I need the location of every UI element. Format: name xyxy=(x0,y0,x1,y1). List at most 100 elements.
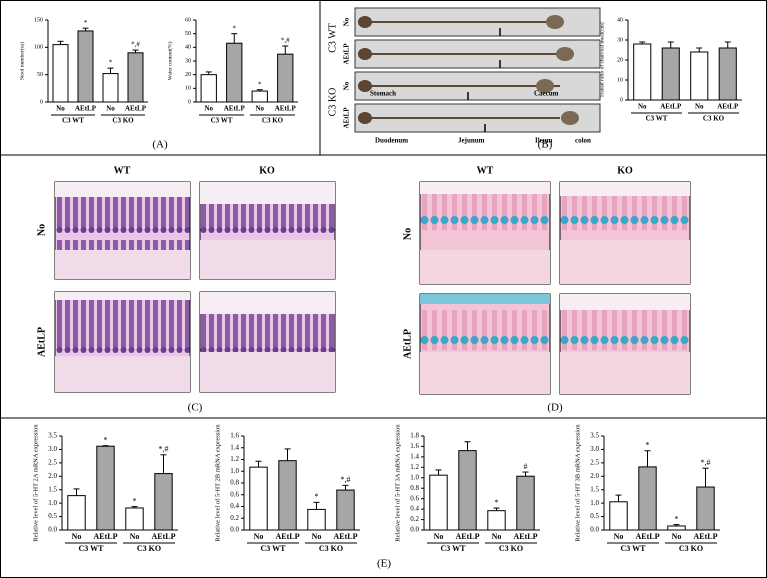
y-axis-label: Stool number(ea) xyxy=(18,42,25,81)
group-label: C3 KO xyxy=(137,544,161,553)
x-tick-label: AEtLP xyxy=(334,532,358,541)
x-tick-label: AEtLP xyxy=(276,532,300,541)
bar xyxy=(96,445,115,531)
group-label: C3 WT xyxy=(211,117,233,125)
y-tick-label: 50 xyxy=(37,72,43,78)
y-tick-label: 1.6 xyxy=(230,432,239,440)
bar xyxy=(200,74,217,103)
x-tick-label: AEtLP xyxy=(514,532,538,541)
intestine-group: C3 WT xyxy=(327,23,338,53)
x-tick-label: No xyxy=(254,532,264,541)
x-tick-label: No xyxy=(72,532,82,541)
significance: # xyxy=(524,462,528,471)
x-tick-label: No xyxy=(56,105,65,113)
bar xyxy=(690,51,709,101)
group-label: C3 WT xyxy=(441,544,467,553)
segment-label: Stomach xyxy=(370,90,396,98)
y-tick-label: 1.5 xyxy=(48,485,57,493)
x-tick-label: AEtLP xyxy=(125,105,147,113)
y-tick-label: 1.4 xyxy=(230,443,239,451)
y-tick-label: 0 xyxy=(40,99,43,105)
y-tick-label: 20 xyxy=(185,72,191,78)
bar xyxy=(458,450,477,531)
bar xyxy=(516,475,535,531)
panel-label: (E) xyxy=(377,558,391,570)
y-tick-label: 0.0 xyxy=(48,526,57,534)
y-tick-label: 150 xyxy=(34,17,43,23)
group-label: C3 KO xyxy=(319,544,343,553)
y-tick-label: 1.6 xyxy=(410,442,419,450)
y-tick-label: 20 xyxy=(617,57,623,63)
y-axis-label: Relative level of 5-HT 2B mRNA expressio… xyxy=(214,424,221,542)
y-tick-label: 0.2 xyxy=(410,515,419,523)
bar xyxy=(77,30,94,103)
intestine-row: AEtLP xyxy=(343,107,351,129)
group-label: C3 KO xyxy=(499,544,523,553)
group-label: C3 WT xyxy=(79,544,105,553)
intestine-row: No xyxy=(343,81,351,90)
y-tick-label: 0 xyxy=(620,97,623,103)
x-tick-label: No xyxy=(130,532,140,541)
group-label: C3 KO xyxy=(262,117,284,125)
y-tick-label: 1.0 xyxy=(410,473,419,481)
y-tick-label: 0.0 xyxy=(410,526,419,534)
bar xyxy=(67,495,86,531)
bar xyxy=(429,474,448,531)
group-label: C3 KO xyxy=(703,115,725,123)
y-tick-label: 2.5 xyxy=(48,458,57,466)
panel-label: (D) xyxy=(547,402,563,414)
group-label: C3 WT xyxy=(646,115,668,123)
y-tick-label: 0.8 xyxy=(410,484,419,492)
y-tick-label: 0.6 xyxy=(230,490,239,498)
y-tick-label: 40 xyxy=(617,17,623,23)
bar xyxy=(278,460,297,531)
x-tick-label: No xyxy=(638,103,647,111)
y-tick-label: 10 xyxy=(185,86,191,92)
y-tick-label: 1.0 xyxy=(48,499,57,507)
y-tick-label: 0.2 xyxy=(230,514,239,522)
x-tick-label: No xyxy=(255,105,264,113)
bar xyxy=(251,90,268,103)
y-tick-label: 0.0 xyxy=(590,526,599,534)
y-tick-label: 2.5 xyxy=(590,458,599,466)
y-tick-label: 1.8 xyxy=(410,432,419,440)
x-tick-label: No xyxy=(695,103,704,111)
x-tick-label: AEtLP xyxy=(224,105,246,113)
bar xyxy=(102,73,119,103)
y-tick-label: 30 xyxy=(617,37,623,43)
segment-label: Duodenum xyxy=(375,137,408,145)
y-tick-label: 1.0 xyxy=(230,467,239,475)
x-tick-label: AEtLP xyxy=(456,532,480,541)
x-tick-label: AEtLP xyxy=(717,103,739,111)
significance: * xyxy=(84,19,88,27)
x-tick-label: No xyxy=(312,532,322,541)
y-tick-label: 30 xyxy=(185,58,191,64)
histology-row: No xyxy=(402,228,413,240)
y-axis-label: Relative level of 5-HT 3A mRNA expressio… xyxy=(394,424,401,542)
x-tick-label: No xyxy=(204,105,213,113)
y-tick-label: 1.4 xyxy=(410,452,419,460)
histology-column: WT xyxy=(114,165,131,176)
y-tick-label: 40 xyxy=(185,45,191,51)
intestine-images xyxy=(354,7,601,133)
histology-row: AEtLP xyxy=(36,327,47,357)
significance: * xyxy=(646,441,650,450)
significance: * xyxy=(315,492,319,501)
segment-label: Jejunum xyxy=(458,137,485,145)
y-tick-label: 3.0 xyxy=(48,445,57,453)
bar xyxy=(667,525,686,531)
bar xyxy=(609,501,628,531)
x-tick-label: AEtLP xyxy=(152,532,176,541)
y-tick-label: 2.0 xyxy=(48,472,57,480)
segment-label: colon xyxy=(575,137,591,145)
bar xyxy=(127,52,144,103)
bar xyxy=(125,507,144,531)
intestine-group: C3 KO xyxy=(327,88,338,117)
histology-column: WT xyxy=(477,165,494,176)
histology-row: AEtLP xyxy=(402,329,413,359)
group-label: C3 WT xyxy=(621,544,647,553)
y-tick-label: 60 xyxy=(185,17,191,23)
y-tick-label: 0 xyxy=(188,99,191,105)
significance: *,# xyxy=(281,37,290,45)
